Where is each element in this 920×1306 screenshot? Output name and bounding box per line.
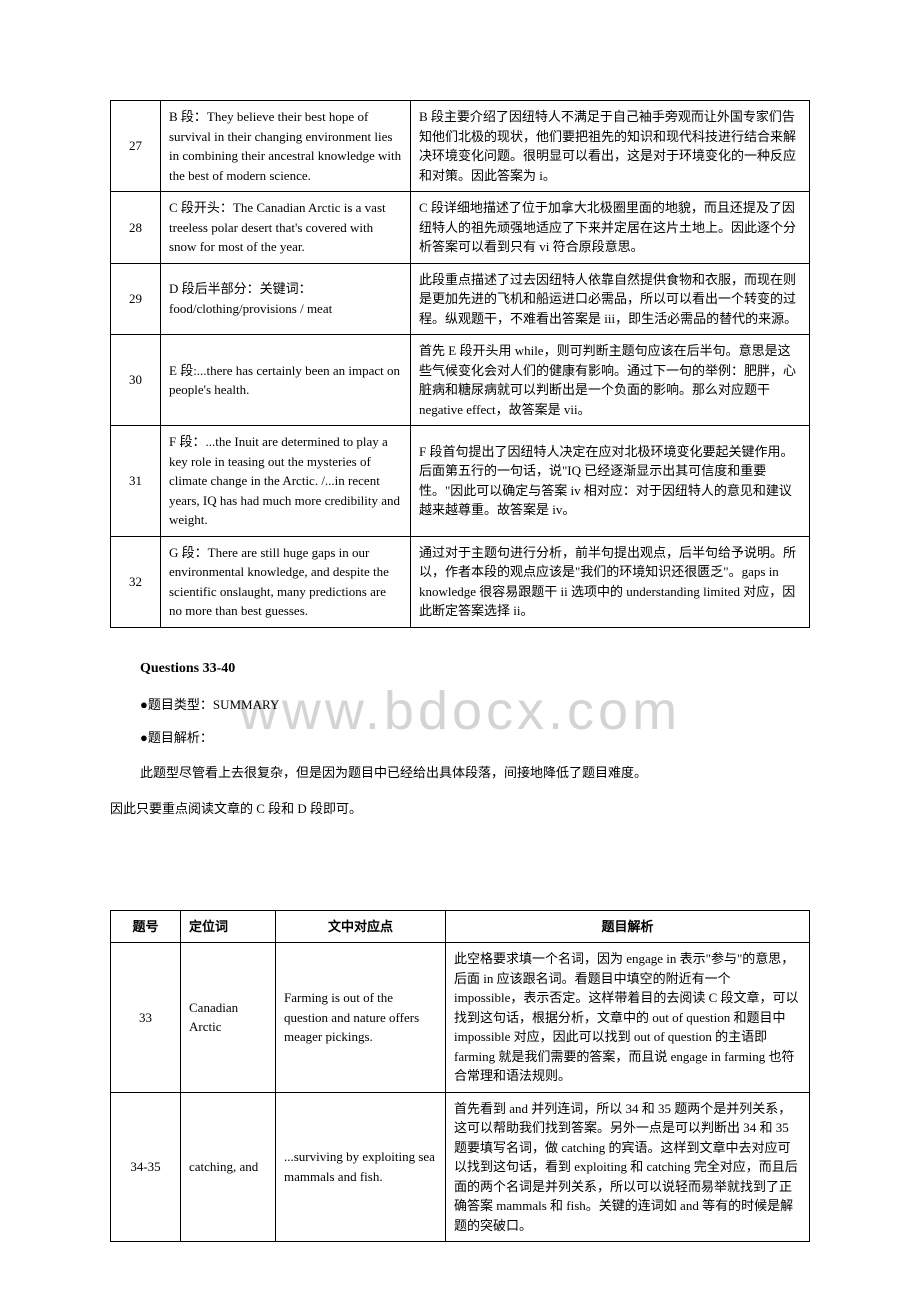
q-locator: Canadian Arctic: [181, 943, 276, 1093]
q-text: B 段：They believe their best hope of surv…: [161, 101, 411, 192]
q-text: C 段开头：The Canadian Arctic is a vast tree…: [161, 192, 411, 264]
col-header-text: 文中对应点: [276, 910, 446, 943]
table-row: 34-35 catching, and ...surviving by expl…: [111, 1092, 810, 1242]
section-heading: Questions 33-40: [140, 658, 810, 679]
bullet-type: ●题目类型：SUMMARY: [140, 695, 810, 715]
table-row: 30 E 段:...there has certainly been an im…: [111, 335, 810, 426]
col-header-num: 题号: [111, 910, 181, 943]
bullet-value: SUMMARY: [213, 697, 279, 712]
table-row: 29 D 段后半部分：关键词：food/clothing/provisions …: [111, 263, 810, 335]
q-number: 32: [111, 536, 161, 627]
q-number: 28: [111, 192, 161, 264]
q-text: D 段后半部分：关键词：food/clothing/provisions / m…: [161, 263, 411, 335]
q-locator: catching, and: [181, 1092, 276, 1242]
table-header-row: 题号 定位词 文中对应点 题目解析: [111, 910, 810, 943]
q-number: 29: [111, 263, 161, 335]
q-analysis: 首先看到 and 并列连词，所以 34 和 35 题两个是并列关系，这可以帮助我…: [446, 1092, 810, 1242]
q-number: 27: [111, 101, 161, 192]
q-number: 34-35: [111, 1092, 181, 1242]
paragraph: 因此只要重点阅读文章的 C 段和 D 段即可。: [110, 798, 810, 820]
q-text: E 段:...there has certainly been an impac…: [161, 335, 411, 426]
q-analysis: B 段主要介绍了因纽特人不满足于自己袖手旁观而让外国专家们告知他们北极的现状，他…: [411, 101, 810, 192]
table-row: 33 Canadian Arctic Farming is out of the…: [111, 943, 810, 1093]
q-analysis: 此空格要求填一个名词，因为 engage in 表示"参与"的意思，后面 in …: [446, 943, 810, 1093]
q-number: 33: [111, 943, 181, 1093]
bullet-dot-icon: ●: [140, 697, 148, 712]
q-number: 31: [111, 426, 161, 537]
q-number: 30: [111, 335, 161, 426]
col-header-analysis: 题目解析: [446, 910, 810, 943]
q-analysis: 通过对于主题句进行分析，前半句提出观点，后半句给予说明。所以，作者本段的观点应该…: [411, 536, 810, 627]
q-text: G 段：There are still huge gaps in our env…: [161, 536, 411, 627]
q-analysis: 首先 E 段开头用 while，则可判断主题句应该在后半句。意思是这些气候变化会…: [411, 335, 810, 426]
analysis-table-1: 27 B 段：They believe their best hope of s…: [110, 100, 810, 628]
bullet-analysis: ●题目解析：: [140, 728, 810, 748]
q-analysis: F 段首句提出了因纽特人决定在应对北极环境变化要起关键作用。后面第五行的一句话，…: [411, 426, 810, 537]
bullet-label: 题目解析：: [148, 730, 213, 745]
table-row: 31 F 段：...the Inuit are determined to pl…: [111, 426, 810, 537]
q-analysis: C 段详细地描述了位于加拿大北极圈里面的地貌，而且还提及了因纽特人的祖先顽强地适…: [411, 192, 810, 264]
table-row: 27 B 段：They believe their best hope of s…: [111, 101, 810, 192]
bullet-dot-icon: ●: [140, 730, 148, 745]
q-text: Farming is out of the question and natur…: [276, 943, 446, 1093]
table-row: 32 G 段：There are still huge gaps in our …: [111, 536, 810, 627]
paragraph: 此题型尽管看上去很复杂，但是因为题目中已经给出具体段落，间接地降低了题目难度。: [140, 762, 810, 784]
q-text: ...surviving by exploiting sea mammals a…: [276, 1092, 446, 1242]
table-row: 28 C 段开头：The Canadian Arctic is a vast t…: [111, 192, 810, 264]
bullet-label: 题目类型：: [148, 697, 213, 712]
q-text: F 段：...the Inuit are determined to play …: [161, 426, 411, 537]
analysis-table-2: 题号 定位词 文中对应点 题目解析 33 Canadian Arctic Far…: [110, 910, 810, 1243]
q-analysis: 此段重点描述了过去因纽特人依靠自然提供食物和衣服，而现在则是更加先进的飞机和船运…: [411, 263, 810, 335]
col-header-loc: 定位词: [181, 910, 276, 943]
